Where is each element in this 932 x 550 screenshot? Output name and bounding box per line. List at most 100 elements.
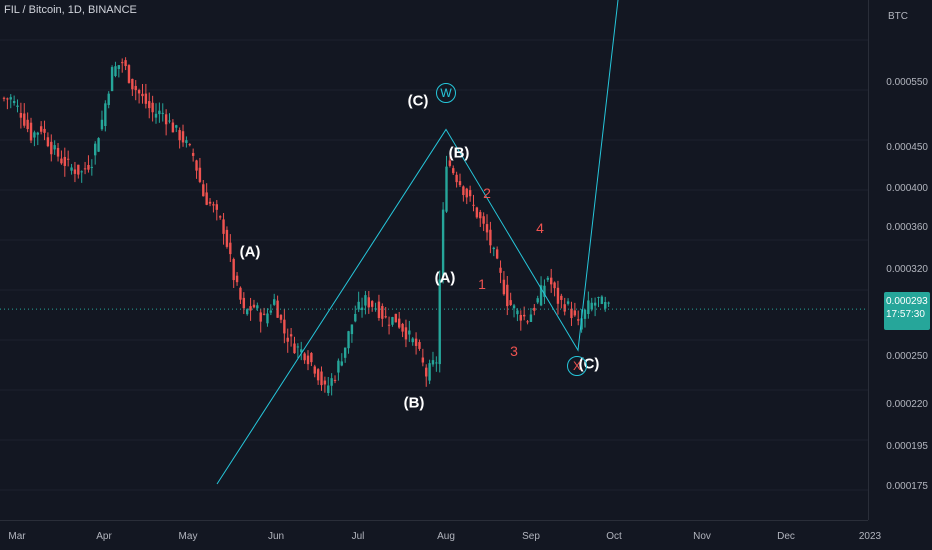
candle-body bbox=[330, 378, 333, 386]
candle-body bbox=[43, 128, 46, 133]
candle-body bbox=[33, 132, 36, 138]
candle-body bbox=[131, 78, 134, 90]
candle-body bbox=[205, 192, 208, 205]
candle-body bbox=[141, 93, 144, 97]
price-tick: 0.000250 bbox=[886, 351, 928, 362]
candle-body bbox=[445, 166, 448, 212]
candle-body bbox=[438, 279, 441, 365]
candle-body bbox=[502, 279, 506, 295]
candle-body bbox=[509, 300, 512, 305]
candle-body bbox=[218, 216, 222, 218]
candle-body bbox=[151, 102, 154, 113]
candle-body bbox=[468, 190, 472, 197]
candle-body bbox=[29, 122, 33, 141]
candle-body bbox=[175, 125, 178, 128]
candle-body bbox=[70, 167, 73, 171]
candle-body bbox=[185, 140, 188, 143]
candle-body bbox=[465, 188, 468, 198]
candle-body bbox=[121, 62, 124, 64]
candle-body bbox=[80, 171, 83, 173]
candle-body bbox=[164, 114, 168, 125]
candle-body bbox=[448, 160, 452, 166]
candle-body bbox=[242, 297, 246, 309]
wave-label-3: 3 bbox=[510, 343, 518, 359]
candle-body bbox=[286, 337, 289, 342]
price-tick: 0.000360 bbox=[886, 222, 928, 233]
candle-body bbox=[411, 338, 414, 343]
time-tick: Oct bbox=[606, 531, 622, 542]
current-price-badge: 0.000293 17:57:30 bbox=[884, 292, 930, 330]
candle-body bbox=[418, 342, 421, 349]
candle-body bbox=[23, 113, 26, 126]
candle-body bbox=[66, 158, 70, 160]
candle-body bbox=[36, 132, 39, 135]
candle-body bbox=[161, 112, 164, 114]
time-tick: Aug bbox=[437, 531, 455, 542]
candle-body bbox=[401, 323, 404, 332]
time-tick: Apr bbox=[96, 531, 112, 542]
candle-body bbox=[364, 295, 367, 306]
price-axis-unit: BTC bbox=[888, 11, 908, 22]
candle-body bbox=[178, 130, 181, 141]
candle-body bbox=[144, 93, 148, 104]
time-tick: Sep bbox=[522, 531, 540, 542]
candle-body bbox=[553, 282, 556, 289]
candle-body bbox=[191, 152, 195, 156]
candle-body bbox=[533, 307, 536, 311]
candle-body bbox=[117, 65, 121, 69]
time-axis[interactable]: Mar Apr May Jun Jul Aug Sep Oct Nov Dec … bbox=[0, 520, 881, 550]
candle-body bbox=[482, 216, 485, 224]
candle-body bbox=[577, 319, 580, 321]
time-tick: Mar bbox=[8, 531, 26, 542]
candle-body bbox=[222, 219, 225, 234]
candle-body bbox=[408, 330, 411, 335]
candle-body bbox=[337, 360, 340, 373]
candle-body bbox=[232, 259, 235, 281]
candle-body bbox=[462, 186, 465, 196]
wave-label-c: (C) bbox=[407, 92, 429, 110]
wave-label-b2: (B) bbox=[448, 144, 470, 162]
candle-body bbox=[414, 338, 418, 346]
time-tick: Jul bbox=[351, 531, 365, 542]
candle-body bbox=[587, 300, 590, 315]
candle-body bbox=[539, 285, 543, 306]
current-price-value: 0.000293 bbox=[886, 296, 928, 307]
candle-body bbox=[63, 156, 66, 166]
candle-body bbox=[327, 385, 330, 394]
candle-body bbox=[377, 301, 381, 319]
candle-body bbox=[114, 66, 117, 77]
candle-body bbox=[276, 300, 279, 318]
candle-body bbox=[229, 242, 232, 255]
candle-body bbox=[526, 321, 529, 323]
candle-body bbox=[519, 314, 522, 321]
candle-body bbox=[495, 249, 499, 259]
time-tick: Dec bbox=[777, 531, 795, 542]
price-axis[interactable]: 0.000550 0.000450 0.000400 0.000360 0.00… bbox=[868, 0, 932, 520]
candle-body bbox=[249, 306, 252, 311]
candle-body bbox=[266, 313, 269, 324]
candle-body bbox=[87, 164, 90, 170]
candle-body bbox=[90, 166, 94, 168]
candle-body bbox=[73, 169, 77, 174]
candle-body bbox=[39, 126, 43, 132]
candle-body bbox=[394, 313, 398, 323]
candle-body bbox=[293, 343, 296, 354]
price-tick: 0.000320 bbox=[886, 264, 928, 275]
candle-body bbox=[198, 167, 202, 182]
candle-body bbox=[310, 353, 313, 363]
candle-body bbox=[100, 119, 104, 130]
time-tick: Nov bbox=[693, 531, 711, 542]
candle-body bbox=[94, 143, 97, 156]
candle-body bbox=[50, 141, 53, 155]
candle-body bbox=[475, 207, 479, 218]
candle-body bbox=[235, 275, 239, 283]
candle-body bbox=[387, 324, 391, 326]
candle-body bbox=[398, 318, 401, 328]
candle-body bbox=[452, 168, 455, 174]
candle-body bbox=[9, 97, 12, 100]
price-chart[interactable] bbox=[0, 0, 868, 520]
candle-body bbox=[512, 305, 516, 309]
candle-body bbox=[431, 360, 435, 365]
price-tick: 0.000450 bbox=[886, 142, 928, 153]
